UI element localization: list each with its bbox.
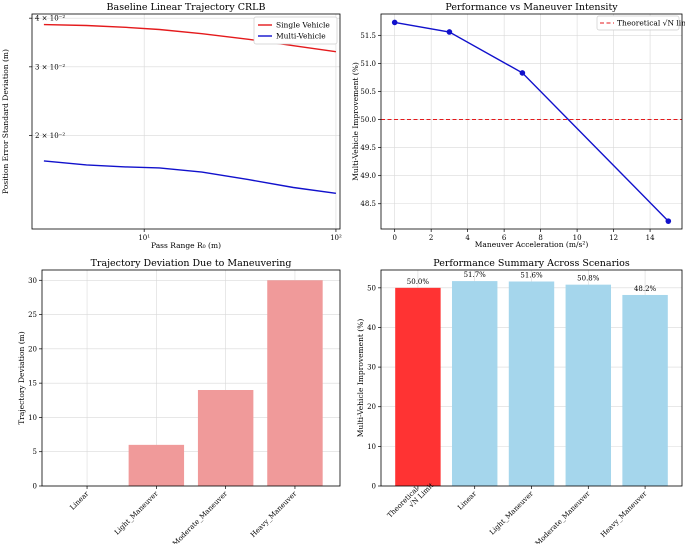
bar (622, 294, 668, 486)
x-tick-label: 6 (502, 234, 507, 242)
y-axis-label: Trajectory Deviation (m) (17, 331, 26, 424)
y-tick-label: 2 × 10⁻² (35, 132, 65, 140)
plot-frame (380, 13, 683, 230)
x-tick-label: Linear (456, 489, 478, 511)
bar (565, 284, 612, 486)
x-tick-label: 2 (429, 234, 433, 242)
x-tick-label: Light_Maneuver (488, 489, 535, 536)
data-point (665, 218, 672, 224)
legend-box (596, 15, 680, 31)
x-tick-label: 0 (392, 234, 396, 242)
bar (508, 281, 555, 486)
y-tick-label: 50.0 (360, 116, 376, 124)
y-tick-label: 15 (28, 380, 37, 388)
bar (395, 287, 441, 486)
chart-crlb: 10¹ 10² 2 × 10⁻² 3 × 10⁻² 4 × 10⁻² Single Veh… (1, 2, 342, 250)
data-point (446, 29, 453, 35)
bar-data-label: 48.2% (634, 285, 657, 293)
series-line-multi-vehicle (43, 160, 336, 194)
data-point (519, 70, 526, 76)
bar-data-label: 51.6% (520, 271, 543, 279)
legend-label: Multi-Vehicle (276, 32, 326, 41)
chart-title: Baseline Linear Trajectory CRLB (107, 2, 266, 13)
x-axis-label: Maneuver Acceleration (m/s²) (475, 240, 589, 249)
y-tick-label: 0 (33, 483, 37, 491)
bar (128, 444, 185, 486)
y-tick-label: 50.5 (360, 88, 376, 96)
y-tick-label: 3 × 10⁻² (35, 63, 65, 71)
x-tick-label: 12 (609, 234, 618, 242)
y-tick-label: 10 (367, 443, 376, 451)
y-tick-label: 20 (28, 345, 37, 353)
legend: Theoretical √N limit (596, 15, 685, 31)
y-tick-label: 51.0 (360, 60, 376, 68)
series-line (394, 21, 669, 222)
chart-title: Performance vs Maneuver Intensity (445, 2, 618, 13)
y-tick-label: 40 (367, 324, 376, 332)
data-point (391, 19, 398, 26)
x-tick-label: Moderate_Maneuver (171, 489, 229, 544)
y-tick-label: 51.5 (360, 32, 376, 40)
y-tick-label: 49.0 (360, 172, 376, 180)
x-tick-label: 4 (465, 234, 470, 242)
x-tick-label: Linear (68, 489, 90, 511)
legend: Single Vehicle Multi-Vehicle (253, 16, 338, 45)
y-tick-label: 5 (33, 448, 37, 456)
chart-maneuver-intensity: 0 2 4 6 8 10 12 14 48.5 49.0 49.5 50.0 50.5 51.0 51.5 T… (351, 2, 685, 249)
bar (451, 281, 498, 486)
plot-frame (31, 13, 341, 230)
bar (197, 390, 254, 486)
plot-frame (41, 269, 341, 487)
x-tick-label: Moderate_Maneuver (534, 489, 592, 544)
y-tick-label: 25 (28, 311, 37, 319)
y-axis-label: Multi-Vehicle Improvement (%) (351, 62, 360, 181)
y-tick-label: 50 (367, 284, 376, 292)
x-axis-label: Pass Range R₀ (m) (151, 241, 221, 250)
plot-frame (380, 269, 683, 487)
x-tick-label: Light_Maneuver (113, 489, 160, 536)
x-tick-label: 10² (330, 234, 342, 242)
y-tick-label: 4 × 10⁻² (35, 15, 65, 23)
x-tick-label: 14 (646, 234, 655, 242)
y-tick-label: 0 (372, 483, 376, 491)
x-tick-label: Heavy_Maneuver (599, 489, 649, 539)
y-tick-label: 30 (367, 364, 376, 372)
bar-data-label: 50.0% (407, 278, 430, 286)
bar-data-label: 50.8% (577, 275, 600, 283)
legend-label: Single Vehicle (276, 21, 330, 30)
x-tick-label: 8 (538, 234, 542, 242)
chart-title: Trajectory Deviation Due to Maneuvering (91, 258, 292, 269)
x-tick-label: 10 (573, 234, 582, 242)
series-line-single-vehicle (43, 23, 336, 53)
legend-box (253, 16, 338, 45)
y-tick-label: 20 (367, 403, 376, 411)
legend-label: Theoretical √N limit (617, 19, 685, 28)
y-tick-label: 30 (28, 277, 37, 285)
bar-data-label: 51.7% (464, 271, 487, 279)
y-axis-label: Position Error Standard Deviation (m) (1, 49, 10, 194)
y-axis-label: Multi-Vehicle Improvement (%) (356, 319, 365, 438)
y-tick-label: 10 (28, 414, 37, 422)
x-tick-label: Heavy_Maneuver (249, 489, 299, 539)
y-tick-label: 49.5 (360, 144, 376, 152)
chart-title: Performance Summary Across Scenarios (433, 258, 630, 269)
y-tick-label: 48.5 (360, 200, 376, 208)
x-tick-label: 10¹ (138, 234, 150, 242)
chart-trajectory-deviation: 0 5 10 15 20 25 30 Linear Light_Maneuver Moderate… (17, 258, 341, 544)
bar (267, 280, 323, 486)
